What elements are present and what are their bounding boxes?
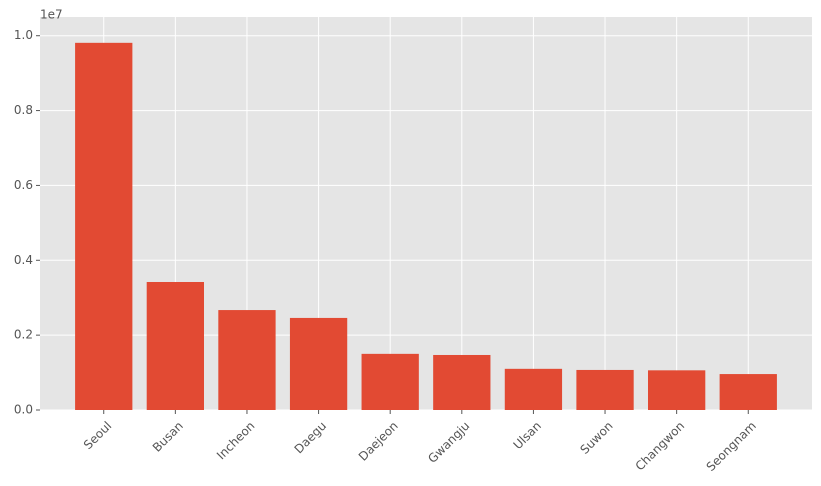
x-tick-label: Busan (150, 419, 186, 455)
x-tick-label: Changwon (633, 419, 688, 474)
bar (648, 370, 706, 410)
x-tick-label: Ulsan (511, 419, 544, 452)
bar (289, 317, 348, 410)
x-tick-label: Suwon (577, 419, 615, 457)
bar (576, 369, 634, 410)
bar (75, 42, 133, 410)
bar (433, 354, 491, 410)
y-tick-label: 1.0 (14, 28, 33, 42)
y-tick-label: 0.0 (14, 403, 33, 417)
y-tick-label: 0.6 (14, 178, 33, 192)
x-tick-label: Daegu (292, 419, 330, 457)
bar (361, 353, 419, 410)
x-tick-label: Seoul (81, 419, 114, 452)
y-tick-label: 0.4 (14, 253, 33, 267)
x-tick-label: Incheon (214, 419, 258, 463)
bar (218, 310, 276, 410)
bar (504, 368, 563, 410)
x-tick-label: Gwangju (425, 419, 472, 466)
x-tick-label: Daejeon (356, 419, 401, 464)
offset-label: 1e7 (40, 8, 63, 22)
bar (719, 374, 777, 410)
y-tick-label: 0.8 (14, 103, 33, 117)
bar (146, 281, 204, 410)
x-tick-label: Seongnam (704, 419, 759, 474)
y-tick-label: 0.2 (14, 328, 33, 342)
